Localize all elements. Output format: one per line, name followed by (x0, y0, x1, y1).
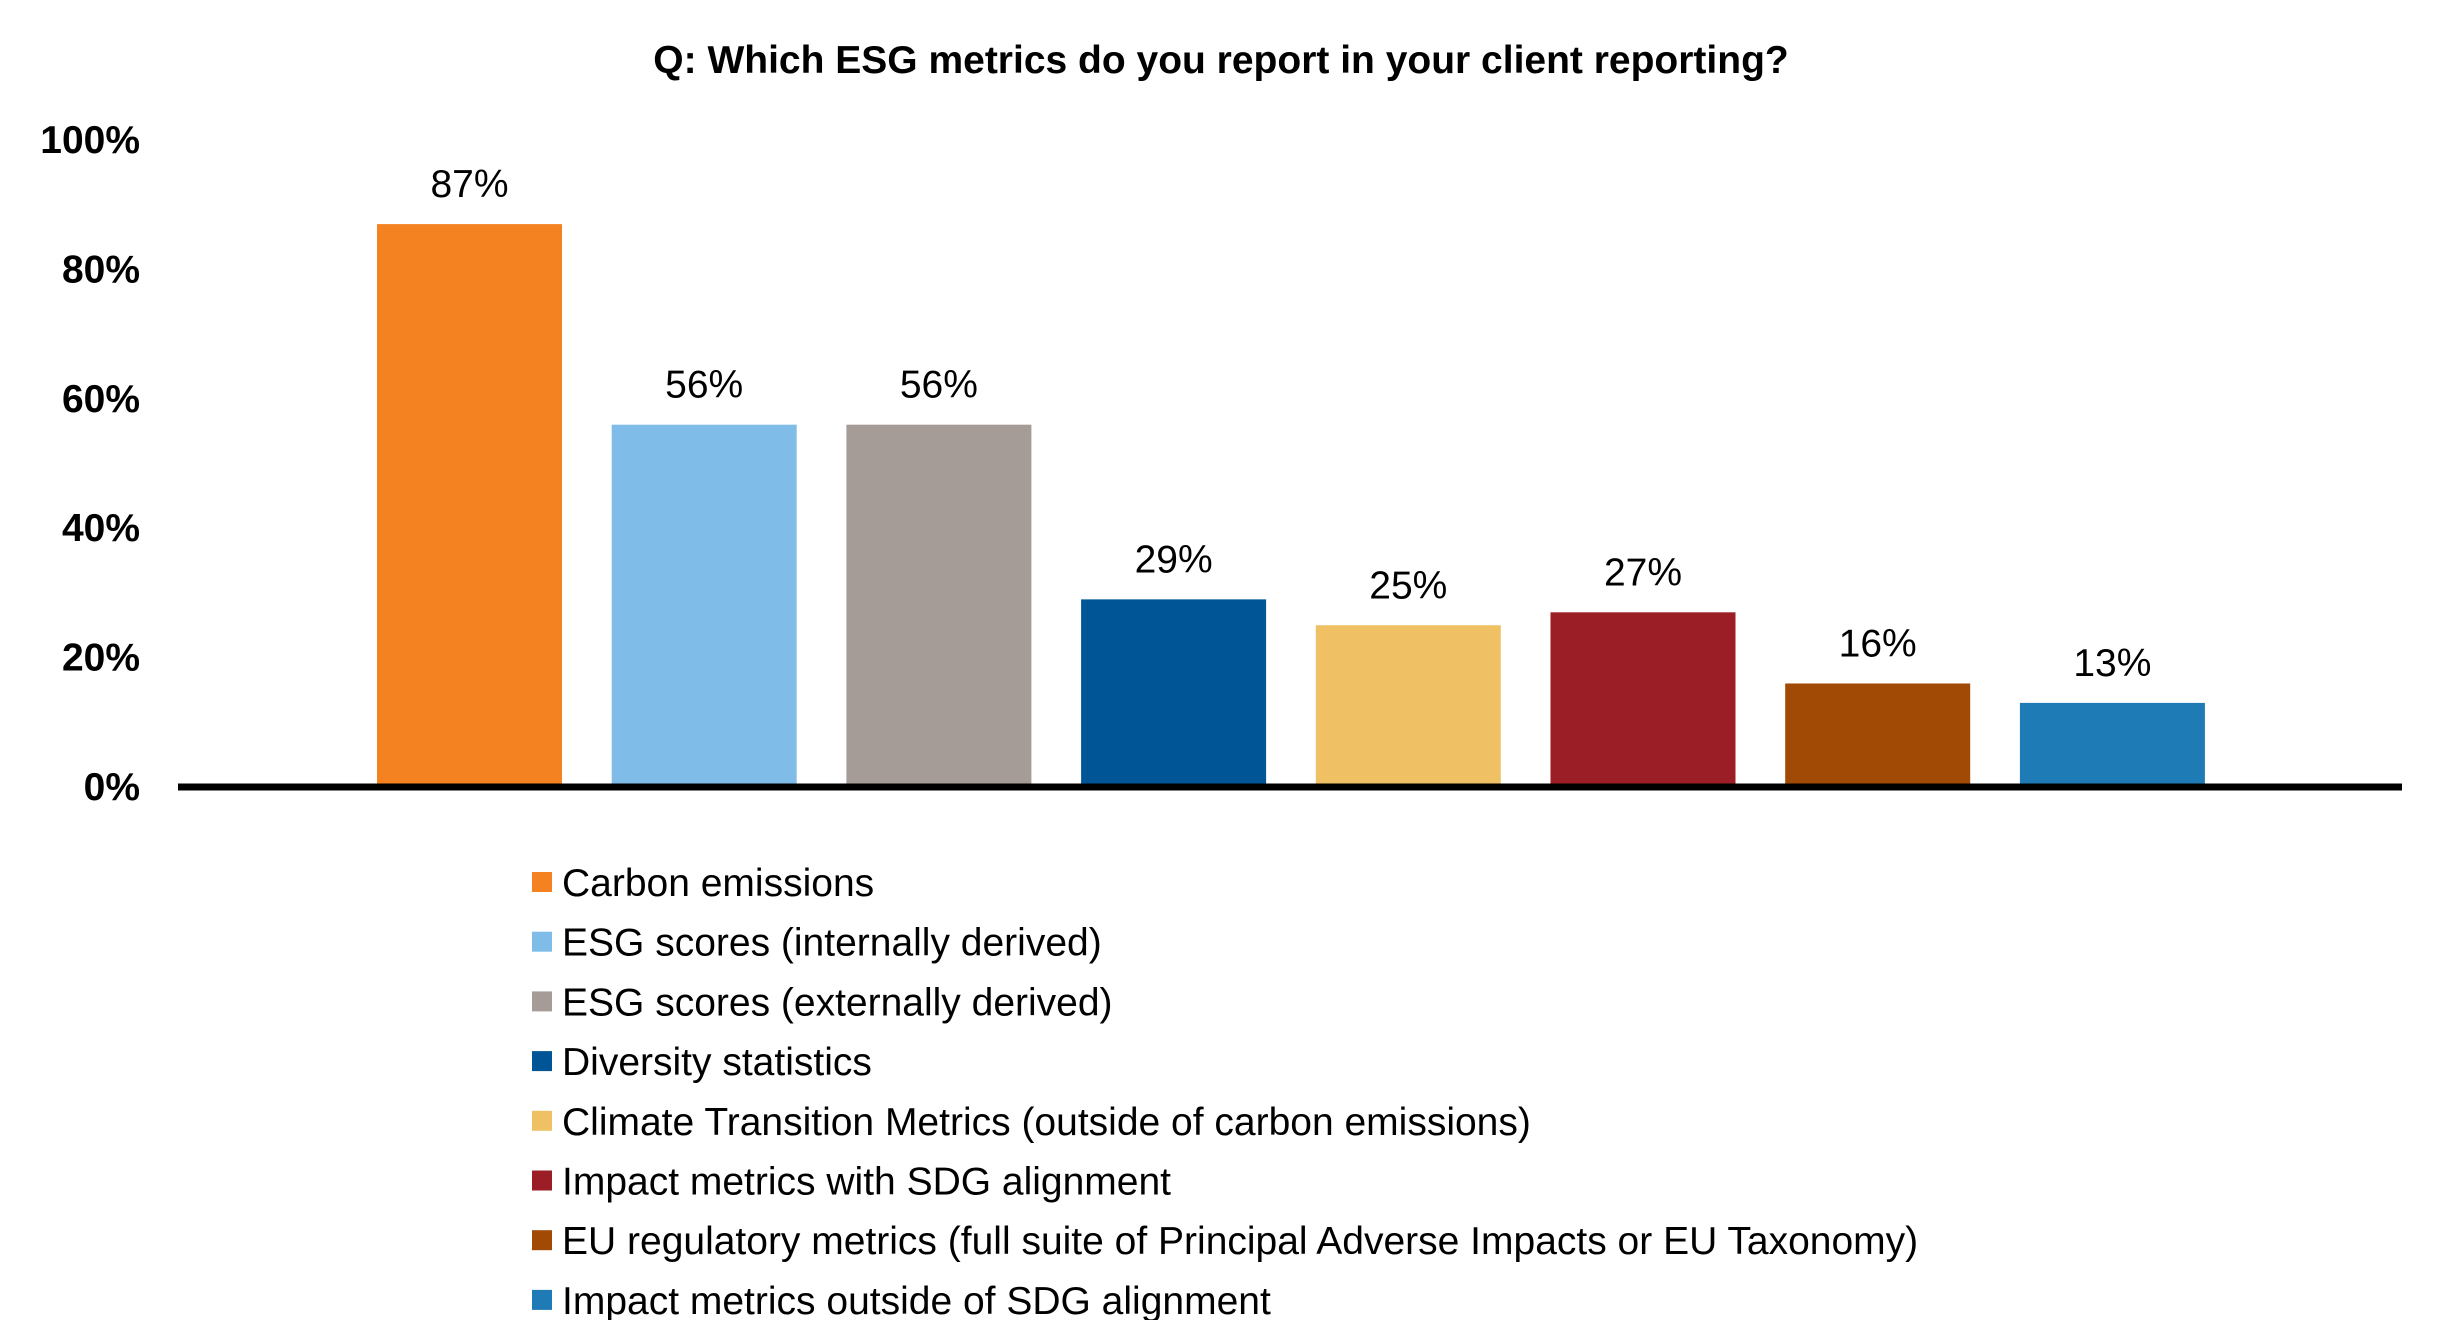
data-label: 56% (900, 364, 978, 407)
legend-item: Diversity statistics (532, 1041, 872, 1084)
data-label: 16% (1839, 622, 1917, 665)
legend-label: Carbon emissions (562, 862, 874, 905)
legend-label: ESG scores (externally derived) (562, 981, 1113, 1024)
legend-item: Impact metrics outside of SDG alignment (532, 1280, 1271, 1320)
legend-item: Carbon emissions (532, 862, 874, 905)
bar (1785, 683, 1971, 787)
y-tick-label: 80% (62, 248, 140, 291)
legend-swatch (532, 1051, 552, 1072)
data-label: 25% (1369, 564, 1447, 607)
y-tick-label: 0% (84, 766, 140, 809)
legend-label: EU regulatory metrics (full suite of Pri… (562, 1220, 1918, 1263)
bar (1315, 625, 1501, 787)
data-label: 29% (1135, 538, 1213, 581)
bar (1081, 599, 1267, 787)
data-label: 87% (430, 163, 508, 206)
legend-swatch (532, 1110, 552, 1131)
legend-label: Impact metrics outside of SDG alignment (562, 1280, 1271, 1320)
legend-item: ESG scores (internally derived) (532, 922, 1102, 965)
legend-swatch (532, 1289, 552, 1310)
y-tick-label: 60% (62, 378, 140, 421)
bar (611, 424, 797, 787)
legend-label: ESG scores (internally derived) (562, 922, 1102, 965)
legend-label: Impact metrics with SDG alignment (562, 1161, 1171, 1204)
y-tick-label: 100% (40, 119, 140, 162)
chart-title: Q: Which ESG metrics do you report in yo… (653, 39, 1788, 82)
bar (1550, 612, 1736, 787)
legend: Carbon emissions ESG scores (internally d… (532, 862, 1918, 1320)
legend-swatch (532, 931, 552, 952)
legend-label: Diversity statistics (562, 1041, 872, 1084)
bar (2019, 702, 2205, 787)
legend-swatch (532, 1230, 552, 1251)
bar (377, 224, 562, 788)
data-label: 13% (2073, 642, 2151, 685)
legend-swatch (532, 1170, 552, 1191)
bar (846, 424, 1032, 787)
data-labels: 87% 56% 56% 29% 25% 27% 16% 13% (430, 163, 2151, 685)
y-axis: 0% 20% 40% 60% 80% 100% (40, 119, 140, 809)
y-tick-label: 40% (62, 507, 140, 550)
y-tick-label: 20% (62, 637, 140, 680)
data-label: 27% (1604, 551, 1682, 594)
legend-swatch (532, 872, 552, 892)
legend-item: Climate Transition Metrics (outside of c… (532, 1101, 1531, 1144)
legend-item: EU regulatory metrics (full suite of Pri… (532, 1220, 1918, 1263)
legend-item: ESG scores (externally derived) (532, 981, 1113, 1024)
data-label: 56% (665, 364, 743, 407)
bars (377, 224, 2205, 788)
legend-swatch (532, 991, 552, 1012)
legend-label: Climate Transition Metrics (outside of c… (562, 1101, 1531, 1144)
legend-item: Impact metrics with SDG alignment (532, 1161, 1171, 1204)
